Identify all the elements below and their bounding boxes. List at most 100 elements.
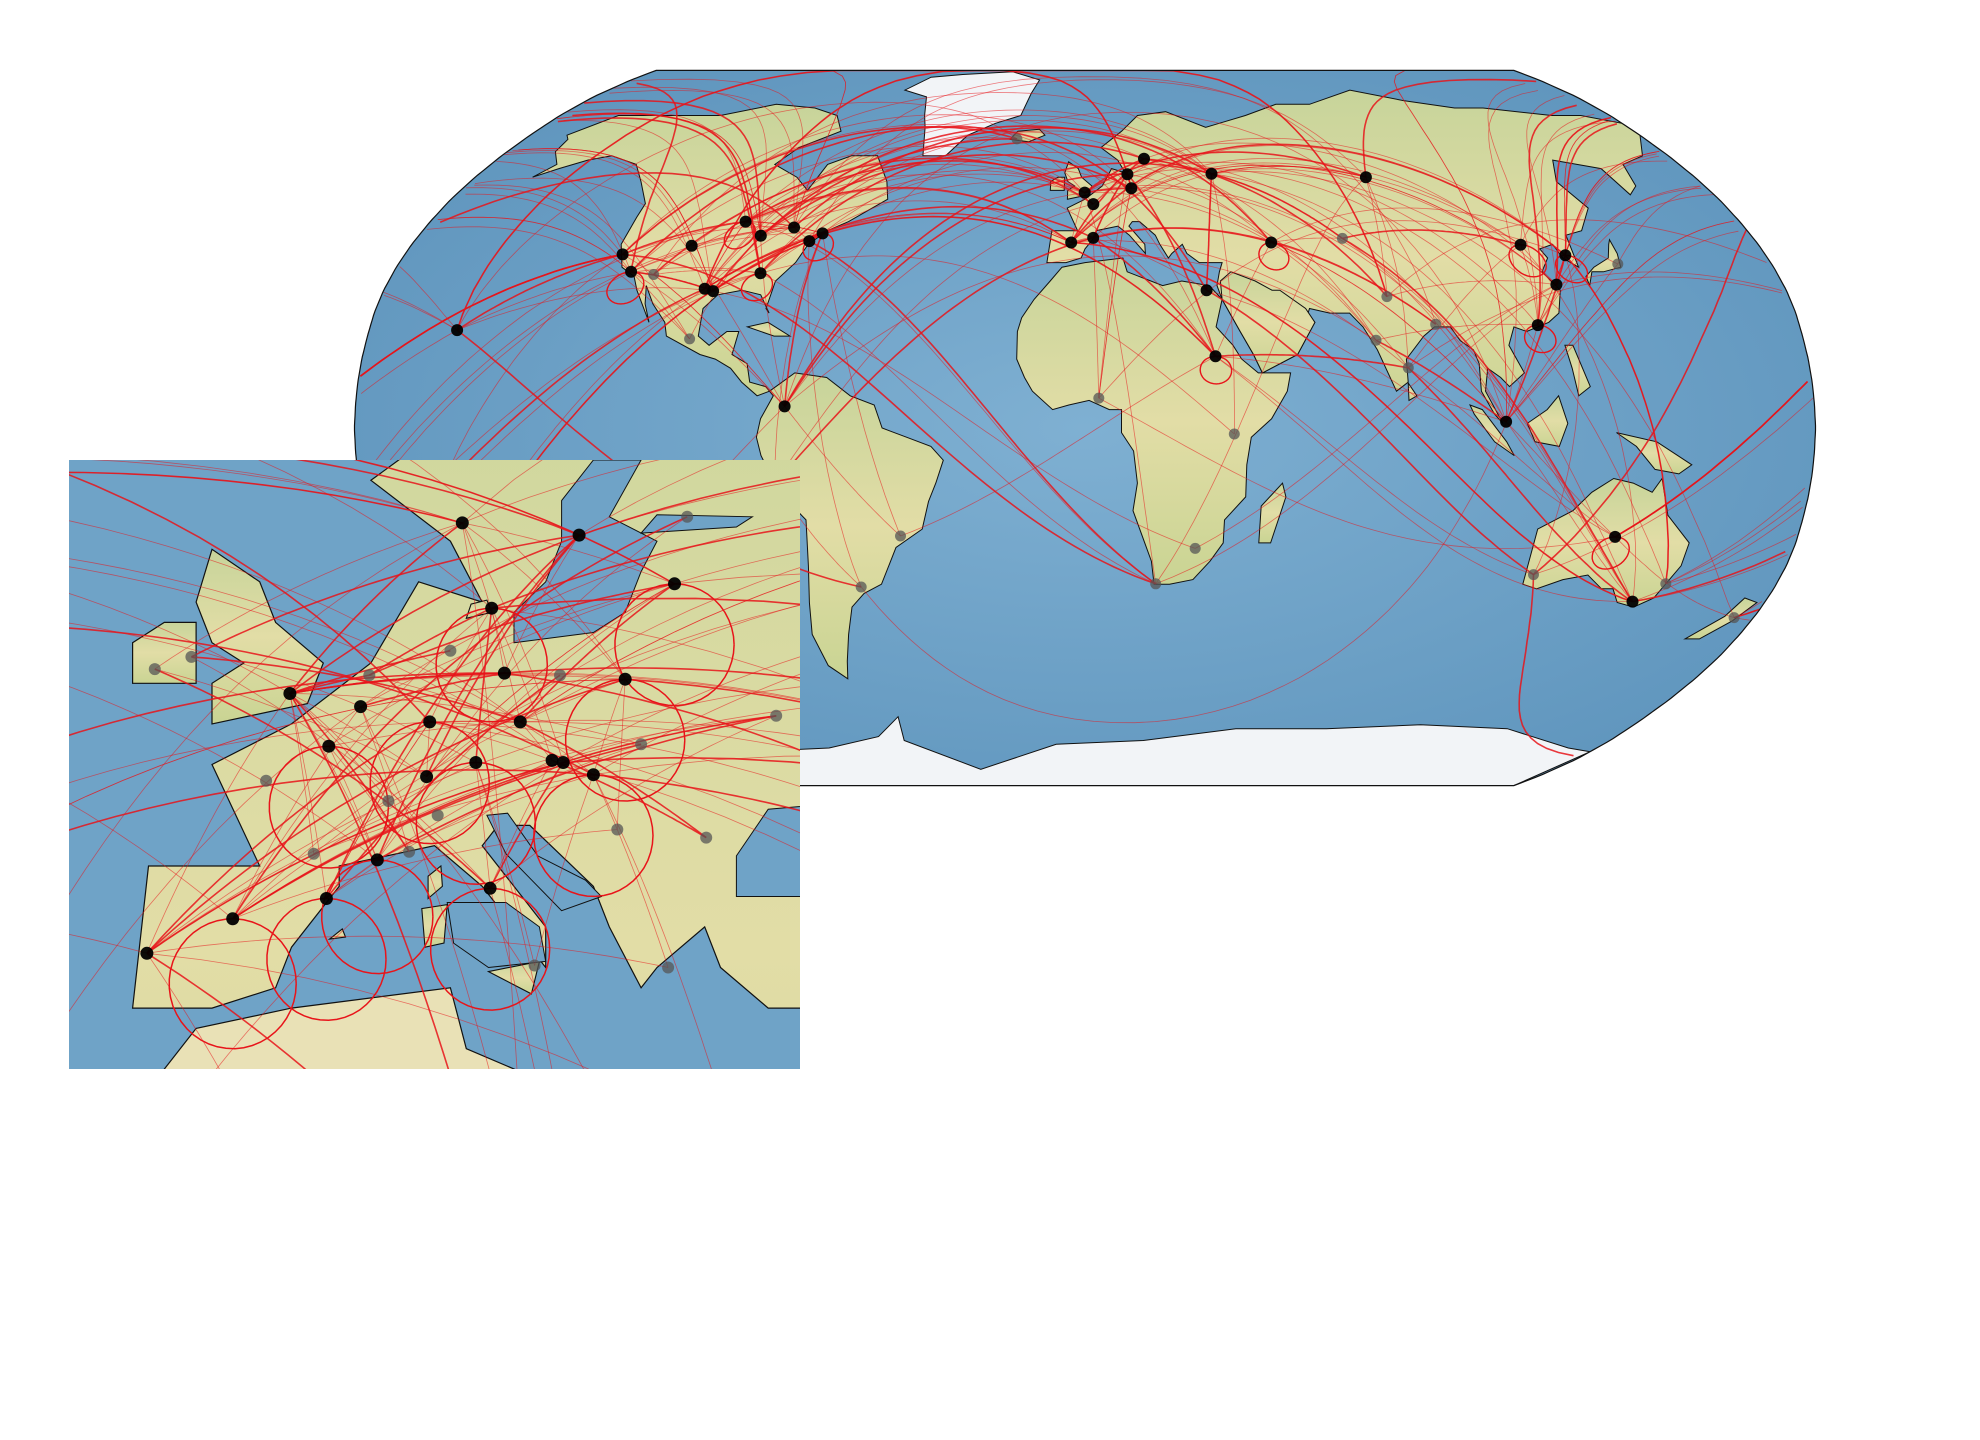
city-marker[interactable] <box>1093 392 1105 404</box>
city-marker[interactable] <box>778 400 791 413</box>
city-marker[interactable] <box>1087 198 1100 211</box>
city-marker[interactable] <box>1138 152 1150 165</box>
inset-city-marker[interactable] <box>148 663 161 676</box>
city-marker[interactable] <box>1550 278 1563 291</box>
city-marker[interactable] <box>1402 362 1414 374</box>
route-line <box>360 706 490 1069</box>
route-line <box>69 471 463 524</box>
city-marker[interactable] <box>684 333 696 345</box>
city-marker[interactable] <box>1336 232 1348 244</box>
inset-city-marker[interactable] <box>455 516 469 530</box>
city-marker[interactable] <box>1121 168 1134 181</box>
inset-city-marker[interactable] <box>668 577 681 591</box>
city-marker[interactable] <box>648 269 660 280</box>
inset-city-marker[interactable] <box>403 845 416 858</box>
city-marker[interactable] <box>855 581 867 593</box>
city-marker[interactable] <box>1728 612 1740 624</box>
city-marker[interactable] <box>1430 318 1442 330</box>
city-marker[interactable] <box>1370 334 1382 346</box>
inset-city-marker[interactable] <box>483 881 497 895</box>
inset-city-marker[interactable] <box>370 853 384 867</box>
route-line <box>289 693 642 745</box>
city-marker[interactable] <box>1626 595 1639 608</box>
route-line <box>784 111 1507 422</box>
city-marker[interactable] <box>1609 530 1622 543</box>
inset-city-marker[interactable] <box>283 687 297 700</box>
inset-city-marker[interactable] <box>382 795 395 807</box>
city-marker[interactable] <box>1514 238 1527 251</box>
city-marker[interactable] <box>1011 133 1023 145</box>
inset-city-marker[interactable] <box>363 669 376 682</box>
city-marker[interactable] <box>1209 350 1222 363</box>
inset-city-marker[interactable] <box>528 959 541 972</box>
inset-city-marker[interactable] <box>469 756 483 769</box>
inset-route-loop <box>429 887 551 1011</box>
city-marker[interactable] <box>1150 578 1162 590</box>
city-marker[interactable] <box>1359 171 1372 184</box>
inset-city-marker[interactable] <box>513 715 527 729</box>
city-marker[interactable] <box>451 324 464 337</box>
inset-city-marker[interactable] <box>700 831 713 844</box>
inset-city-marker[interactable] <box>572 528 586 542</box>
inset-city-marker[interactable] <box>140 946 154 960</box>
city-marker[interactable] <box>1531 319 1544 332</box>
route-line <box>713 290 1196 549</box>
inset-city-marker[interactable] <box>635 738 648 751</box>
inset-city-marker[interactable] <box>681 510 694 523</box>
route-line <box>191 656 491 889</box>
inset-city-marker[interactable] <box>545 753 559 767</box>
inset-city-marker[interactable] <box>662 961 675 974</box>
city-marker[interactable] <box>1065 236 1078 249</box>
city-marker[interactable] <box>1660 578 1672 590</box>
city-marker[interactable] <box>1078 186 1091 199</box>
inset-city-marker[interactable] <box>307 847 320 860</box>
inset-city-marker[interactable] <box>431 809 444 822</box>
inset-city-marker[interactable] <box>226 912 240 926</box>
city-marker[interactable] <box>788 221 801 234</box>
city-marker[interactable] <box>1500 415 1513 428</box>
inset-city-marker[interactable] <box>322 739 336 753</box>
europe-inset-map[interactable] <box>0 176 1980 1440</box>
city-marker[interactable] <box>754 229 767 242</box>
inset-city-marker[interactable] <box>420 770 434 784</box>
city-marker[interactable] <box>1087 231 1100 244</box>
city-marker[interactable] <box>1612 258 1624 270</box>
city-marker[interactable] <box>625 265 638 278</box>
inset-city-marker[interactable] <box>354 700 368 714</box>
inset-city-marker[interactable] <box>611 823 624 836</box>
inset-city-marker[interactable] <box>423 715 437 729</box>
city-marker[interactable] <box>1228 428 1240 440</box>
inset-city-marker[interactable] <box>485 601 499 615</box>
inset-city-marker[interactable] <box>554 669 566 682</box>
route-loop <box>723 220 757 250</box>
city-marker[interactable] <box>739 215 752 228</box>
city-marker[interactable] <box>1265 236 1278 249</box>
inset-city-marker[interactable] <box>556 756 570 769</box>
city-marker[interactable] <box>1125 182 1138 195</box>
inset-city-marker[interactable] <box>586 768 600 782</box>
city-marker[interactable] <box>1205 167 1218 180</box>
city-marker[interactable] <box>816 227 829 240</box>
route-line <box>1070 192 1086 243</box>
city-marker[interactable] <box>616 248 629 261</box>
inset-city-marker[interactable] <box>260 774 273 787</box>
inset-city-marker[interactable] <box>444 644 457 657</box>
city-marker[interactable] <box>1528 569 1539 581</box>
city-marker[interactable] <box>698 282 711 295</box>
inset-city-marker[interactable] <box>618 672 632 686</box>
inset-city-marker[interactable] <box>770 709 783 722</box>
route-line <box>630 232 823 273</box>
route-line <box>593 755 800 776</box>
inset-city-marker[interactable] <box>319 892 333 905</box>
inset-city-marker[interactable] <box>185 650 198 663</box>
city-marker[interactable] <box>803 235 816 248</box>
city-marker[interactable] <box>1200 284 1213 297</box>
inset-city-marker[interactable] <box>497 666 511 680</box>
city-marker[interactable] <box>1381 291 1393 303</box>
city-marker[interactable] <box>685 239 698 252</box>
city-marker[interactable] <box>754 267 767 280</box>
city-marker[interactable] <box>895 530 906 542</box>
route-line <box>1342 229 1521 246</box>
city-marker[interactable] <box>1559 249 1572 262</box>
city-marker[interactable] <box>1189 542 1201 554</box>
